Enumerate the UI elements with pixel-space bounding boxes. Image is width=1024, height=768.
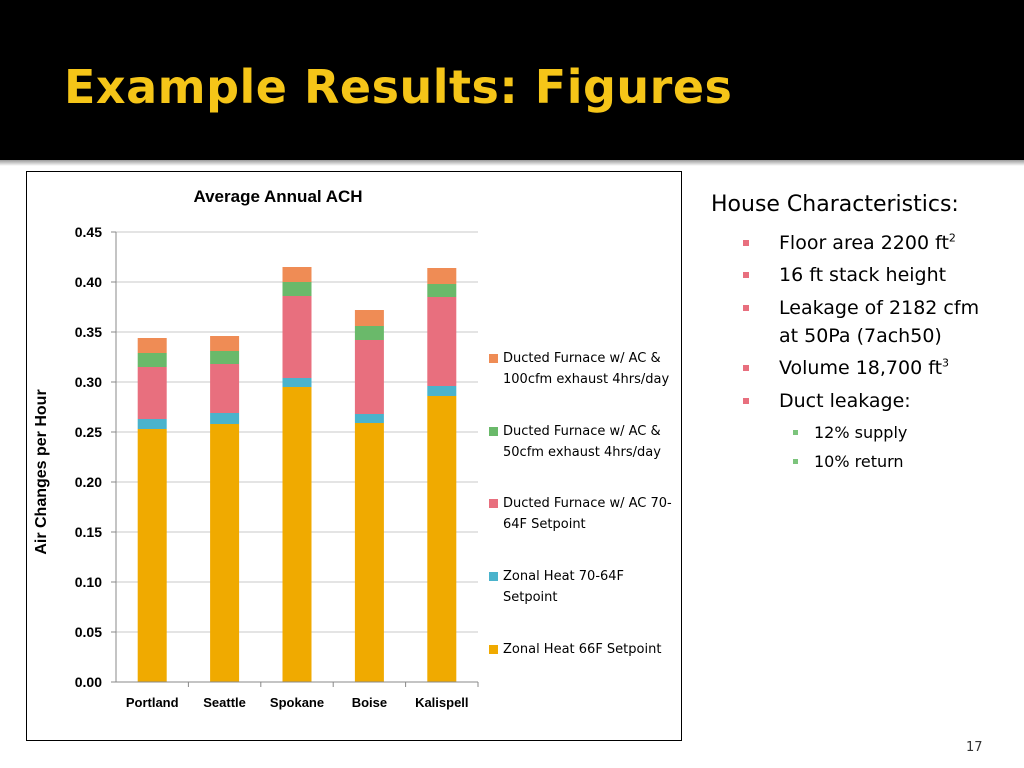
bullet-item: 16 ft stack height — [743, 261, 989, 289]
y-tick-label: 0.40 — [75, 274, 102, 290]
legend-item: Zonal Heat 66F Setpoint — [489, 639, 681, 660]
stacked-bar-chart: 0.00 0.05 0.10 0.15 0.20 0.25 0.30 0.35 0.40 0.45… — [33, 187, 479, 710]
y-axis-label: Air Changes per Hour — [33, 389, 50, 554]
x-tick-label: Kalispell — [415, 695, 468, 710]
bar-segment — [282, 282, 312, 296]
bar-segment — [354, 340, 384, 414]
bar-segment — [282, 387, 312, 682]
x-tick-label: Portland — [126, 695, 179, 710]
bar-segment — [427, 297, 457, 386]
y-tick-label: 0.35 — [75, 324, 102, 340]
chart-frame: 0.00 0.05 0.10 0.15 0.20 0.25 0.30 0.35 0.40 0.45… — [26, 171, 682, 741]
y-tick-label: 0.00 — [75, 674, 102, 690]
superscript: 3 — [942, 356, 950, 370]
bar-segment — [137, 338, 167, 353]
bar-segment — [282, 267, 312, 282]
y-tick-label: 0.10 — [75, 574, 102, 590]
legend-item: Zonal Heat 70-64F Setpoint — [489, 566, 681, 608]
y-tick-label: 0.05 — [75, 624, 102, 640]
bullet-text: Duct leakage: — [779, 390, 911, 412]
y-tick-label: 0.20 — [75, 474, 102, 490]
x-tick-label: Seattle — [203, 695, 246, 710]
sub-bullet-text: 12% supply — [814, 423, 908, 442]
house-heading: House Characteristics: — [711, 192, 959, 217]
legend-item: Ducted Furnace w/ AC & 100cfm exhaust 4h… — [489, 348, 681, 390]
sub-bullet-text: 10% return — [814, 452, 904, 471]
y-tick-label: 0.30 — [75, 374, 102, 390]
legend-label: Zonal Heat 66F Setpoint — [503, 642, 662, 657]
bullet-text: 16 ft stack height — [779, 264, 947, 286]
x-tick-label: Boise — [352, 695, 387, 710]
bullet-marker — [743, 240, 749, 246]
legend-swatch — [489, 572, 498, 581]
sub-bullet-marker — [793, 459, 798, 464]
legend-swatch — [489, 354, 498, 363]
bar-segment — [427, 284, 457, 297]
bar-segment — [354, 423, 384, 682]
bullet-text: Leakage of 2182 cfm at 50Pa (7ach50) — [779, 297, 980, 347]
bar-segment — [354, 326, 384, 340]
page-number: 17 — [966, 740, 983, 755]
bullet-marker — [743, 398, 749, 404]
bullet-item: Leakage of 2182 cfm at 50Pa (7ach50) — [743, 294, 989, 350]
legend-label: Ducted Furnace w/ AC & 100cfm exhaust 4h… — [503, 351, 670, 387]
bullet-text: Floor area 2200 ft2 — [779, 231, 956, 254]
bullet-item: Duct leakage: — [743, 387, 989, 415]
legend-item: Ducted Furnace w/ AC 70-64F Setpoint — [489, 493, 681, 535]
legend-label: Zonal Heat 70-64F Setpoint — [503, 569, 625, 605]
legend-swatch — [489, 427, 498, 436]
bullet-item: Volume 18,700 ft3 — [743, 354, 989, 382]
y-tick-label: 0.25 — [75, 424, 102, 440]
bar-segment — [210, 336, 240, 351]
chart-title: Average Annual ACH — [193, 187, 362, 206]
bar-segment — [354, 414, 384, 423]
title-band: Example Results: Figures — [0, 0, 1024, 166]
bullet-text: Volume 18,700 ft3 — [779, 356, 950, 379]
legend-label: Ducted Furnace w/ AC 70-64F Setpoint — [503, 496, 672, 532]
bar-segment — [137, 367, 167, 419]
bar-segment — [354, 310, 384, 326]
y-tick-label: 0.45 — [75, 224, 102, 240]
bar-segment — [427, 386, 457, 396]
legend-swatch — [489, 645, 498, 654]
legend-swatch — [489, 499, 498, 508]
superscript: 2 — [948, 231, 956, 245]
sub-bullet-marker — [793, 430, 798, 435]
bar-segment — [282, 378, 312, 387]
bullet-item: Floor area 2200 ft2 — [743, 229, 989, 257]
bullet-marker — [743, 365, 749, 371]
bar-segment — [427, 396, 457, 682]
bar-segment — [210, 413, 240, 424]
bar-segment — [210, 424, 240, 682]
slide-title: Example Results: Figures — [64, 60, 733, 114]
sub-bullet-item: 12% supply — [793, 421, 907, 445]
bar-segment — [137, 419, 167, 429]
bar-segment — [137, 429, 167, 682]
bar-segment — [210, 351, 240, 364]
sub-bullet-item: 10% return — [793, 450, 904, 474]
legend-item: Ducted Furnace w/ AC & 50cfm exhaust 4hr… — [489, 421, 681, 463]
bullet-marker — [743, 305, 749, 311]
bars — [137, 267, 457, 682]
y-tick-label: 0.15 — [75, 524, 102, 540]
bar-segment — [137, 353, 167, 367]
bar-segment — [427, 268, 457, 284]
bullet-marker — [743, 272, 749, 278]
bar-segment — [282, 296, 312, 378]
bar-segment — [210, 364, 240, 413]
axes: 0.00 0.05 0.10 0.15 0.20 0.25 0.30 0.35 0.40 0.45… — [75, 224, 479, 710]
house-characteristics-panel: House Characteristics: Floor area 2200 f… — [711, 192, 1011, 471]
x-tick-label: Spokane — [270, 695, 324, 710]
legend-label: Ducted Furnace w/ AC & 50cfm exhaust 4hr… — [503, 424, 661, 460]
